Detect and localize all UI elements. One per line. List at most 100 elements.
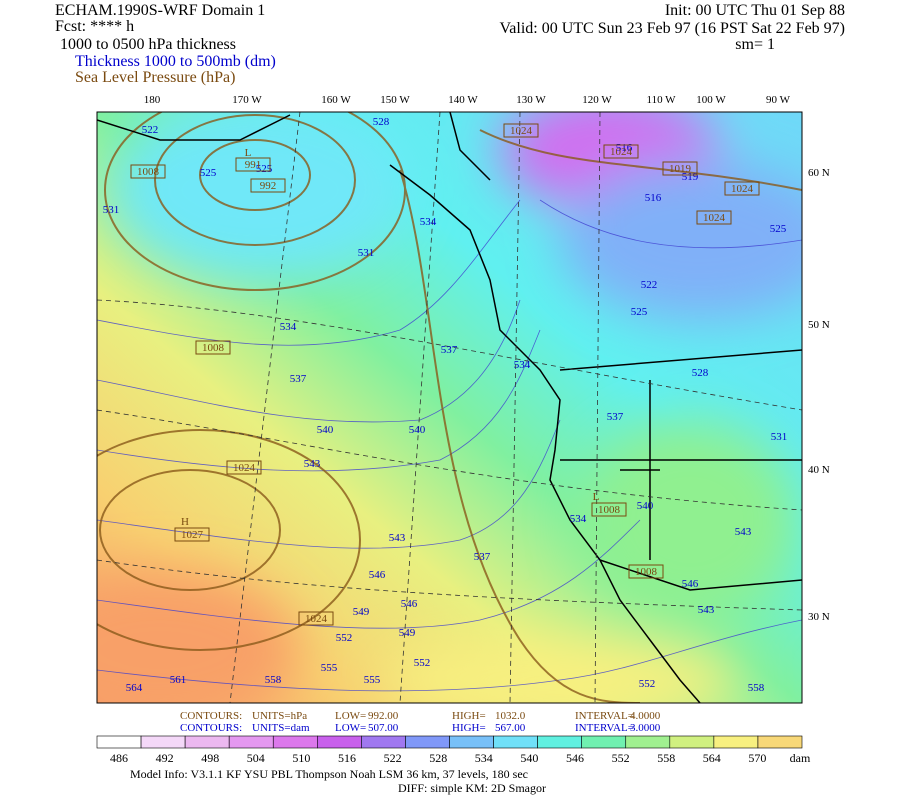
pressure-label: 1024 <box>610 146 633 158</box>
header-text: Sea Level Pressure (hPa) <box>75 69 235 86</box>
thickness-label: 552 <box>414 657 431 669</box>
thickness-label: 534 <box>514 359 531 371</box>
thickness-label: 537 <box>290 373 307 385</box>
pressure-box <box>628 564 664 579</box>
thickness-label: 543 <box>304 458 321 470</box>
thickness-label: 516 <box>645 192 662 204</box>
colorbar-box <box>405 735 450 749</box>
longitude-label: 150 W <box>380 94 410 106</box>
thickness-label: 546 <box>369 569 386 581</box>
pressure-box <box>235 157 271 172</box>
latitude-label: 30 N <box>808 611 830 623</box>
thickness-label: 549 <box>353 606 370 618</box>
colorbar-box <box>184 735 230 749</box>
thickness-label: 558 <box>748 682 765 694</box>
pressure-label: H <box>181 516 189 528</box>
colorbar-label: 534 <box>475 751 493 765</box>
colorbar-label: 516 <box>338 751 356 765</box>
contour-info: 4.0000 <box>630 710 661 722</box>
pressure-label: 1024 <box>233 462 256 474</box>
contour-info: HIGH= <box>452 710 486 722</box>
colorbar-box <box>140 735 186 749</box>
colorbar-box <box>537 735 582 749</box>
pressure-label: 1027 <box>181 529 204 541</box>
map-frame <box>96 111 803 704</box>
longitude-label: 140 W <box>448 94 478 106</box>
contour-info: HIGH= <box>452 722 486 734</box>
thickness-label: 555 <box>321 662 338 674</box>
header-text: 1000 to 0500 hPa thickness <box>60 36 236 53</box>
longitude-label: 100 W <box>696 94 726 106</box>
thickness-label: 552 <box>639 678 656 690</box>
colorbar-label: 528 <box>429 751 447 765</box>
colorbar-unit: dam <box>790 751 811 765</box>
latitude-label: 60 N <box>808 167 830 179</box>
thickness-label: 525 <box>200 167 217 179</box>
colorbar-label: 504 <box>247 751 265 765</box>
colorbar-box <box>272 735 318 749</box>
thickness-label: 531 <box>103 204 120 216</box>
colorbar-label: 492 <box>156 751 174 765</box>
colorbar-box <box>361 735 406 749</box>
pressure-label: L <box>245 147 252 159</box>
colorbar-label: 546 <box>566 751 584 765</box>
colorbar-label: 564 <box>703 751 721 765</box>
longitude-label: 130 W <box>516 94 546 106</box>
pressure-label: 1024 <box>510 125 533 137</box>
header-text: Fcst: **** h <box>55 18 134 35</box>
thickness-label: 540 <box>317 424 334 436</box>
colorbar-box <box>713 735 759 749</box>
pressure-label: 991 <box>245 159 262 171</box>
pressure-label: 1024 <box>731 183 754 195</box>
colorbar-box <box>228 735 274 749</box>
pressure-box <box>724 181 760 196</box>
pressure-label: 1008 <box>635 566 658 578</box>
longitude-label: 90 W <box>766 94 791 106</box>
thickness-label: 543 <box>698 604 715 616</box>
thickness-label: 525 <box>256 163 273 175</box>
colorbar-label: 552 <box>612 751 630 765</box>
colorbar-label: 498 <box>201 751 219 765</box>
header-text: ECHAM.1990S-WRF Domain 1 <box>55 2 265 19</box>
thickness-label: 549 <box>399 627 416 639</box>
contour-info: CONTOURS: <box>180 710 242 722</box>
thickness-label: 555 <box>364 674 381 686</box>
footer-text: DIFF: simple KM: 2D Smagor <box>398 781 546 795</box>
header-text: Init: 00 UTC Thu 01 Sep 88 <box>665 2 845 19</box>
pressure-box <box>591 502 627 517</box>
map-field <box>97 112 802 703</box>
thickness-label: 552 <box>336 632 353 644</box>
thickness-label: 540 <box>409 424 426 436</box>
thickness-label: 534 <box>420 216 437 228</box>
pressure-box <box>250 178 286 193</box>
colorbar-box <box>317 735 362 749</box>
pressure-box <box>662 161 698 176</box>
contour-info: INTERVAL= <box>575 722 634 734</box>
latitude-label: 50 N <box>808 319 830 331</box>
colorbar-box <box>669 735 715 749</box>
contour-info: 1032.0 <box>495 710 526 722</box>
contour-info: INTERVAL= <box>575 710 634 722</box>
pressure-box <box>696 210 732 225</box>
thickness-label: 537 <box>607 411 624 423</box>
pressure-box <box>130 164 166 179</box>
contour-info: 507.00 <box>368 722 399 734</box>
thickness-label: 540 <box>637 500 654 512</box>
thickness-label: 531 <box>358 247 375 259</box>
pressure-box <box>298 611 334 626</box>
colorbar-box <box>493 735 538 749</box>
colorbar-label: 522 <box>384 751 402 765</box>
thickness-label: 534 <box>570 513 587 525</box>
longitude-label: 160 W <box>321 94 351 106</box>
longitude-label: 120 W <box>582 94 612 106</box>
thickness-label: 522 <box>641 279 658 291</box>
pressure-label: L <box>593 491 600 503</box>
thickness-label: 543 <box>389 532 406 544</box>
header-text: sm= 1 <box>735 36 775 53</box>
thickness-label: 564 <box>126 682 143 694</box>
contour-info: LOW= <box>335 722 366 734</box>
pressure-label: 1024 <box>305 613 328 625</box>
pressure-label: 992 <box>260 180 277 192</box>
pressure-box <box>174 527 210 542</box>
